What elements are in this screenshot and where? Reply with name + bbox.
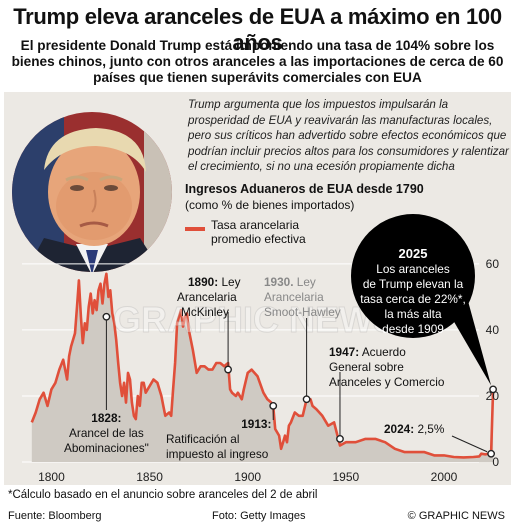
x-tick-label: 1950 [333, 470, 360, 484]
y-tick-label: 20 [486, 389, 500, 403]
legend-label: Tasa arancelaria promedio efectiva [211, 218, 306, 246]
annotation-marker [224, 365, 232, 374]
intro-text: Trump argumenta que los impuestos impuls… [188, 98, 509, 173]
tariff-area [31, 273, 494, 462]
footnote: *Cálculo basado en el anuncio sobre aran… [8, 489, 318, 501]
tariff-line [30, 272, 495, 459]
brand-credit: © GRAPHIC NEWS [407, 510, 505, 522]
y-tick-label: 0 [492, 455, 499, 469]
annotation-leader [451, 435, 488, 453]
legend-swatch [185, 227, 205, 231]
x-tick-label: 1800 [38, 470, 65, 484]
photo-credit: Foto: Getty Images [212, 510, 306, 522]
annotation-marker [487, 449, 496, 458]
annotation-marker [102, 312, 111, 321]
x-tick-label: 1900 [234, 470, 261, 484]
annotation-1828: 1828: Arancel de las Abominaciones" [64, 411, 149, 455]
svg-text:GRAPHIC NEWS: GRAPHIC NEWS [113, 299, 397, 340]
source-credit: Fuente: Bloomberg [8, 510, 102, 522]
y-tick-label: 60 [486, 257, 500, 271]
trump-portrait [12, 112, 172, 272]
watermark: GRAPHIC NEWS [112, 299, 397, 341]
annotation-marker [302, 395, 311, 404]
annotation-marker [336, 434, 344, 443]
annotation-1947: 1947: Acuerdo General sobre Aranceles y Co… [329, 345, 445, 389]
headline: Trump eleva aranceles de EUA a máximo en… [13, 4, 502, 55]
chart-title: Ingresos Aduaneros de EUA desde 1790 [185, 182, 424, 196]
annotation-1890: 1890: Ley Arancelaria McKinley [177, 275, 241, 319]
x-tick-label: 1850 [136, 470, 163, 484]
subheadline: El presidente Donald Trump está imponien… [11, 38, 504, 85]
callout-2025 [351, 214, 475, 338]
annotation-marker [489, 385, 497, 394]
chart-subtitle: (como % de bienes importados) [185, 198, 355, 212]
callout-pointer [453, 301, 492, 386]
annotation-marker [269, 401, 278, 410]
callout-2025-text: 2025 Los aranceles de Trump elevan la tasa … [360, 246, 466, 336]
annotation-2024: 2024: 2,5% [384, 422, 445, 436]
annotation-1913: 1913: Ratificación al impuesto al ingreso [166, 417, 271, 461]
y-tick-label: 40 [486, 323, 500, 337]
annotation-1930: 1930. Ley Arancelaria Smoot-Hawley [264, 275, 341, 319]
x-tick-label: 2000 [431, 470, 458, 484]
